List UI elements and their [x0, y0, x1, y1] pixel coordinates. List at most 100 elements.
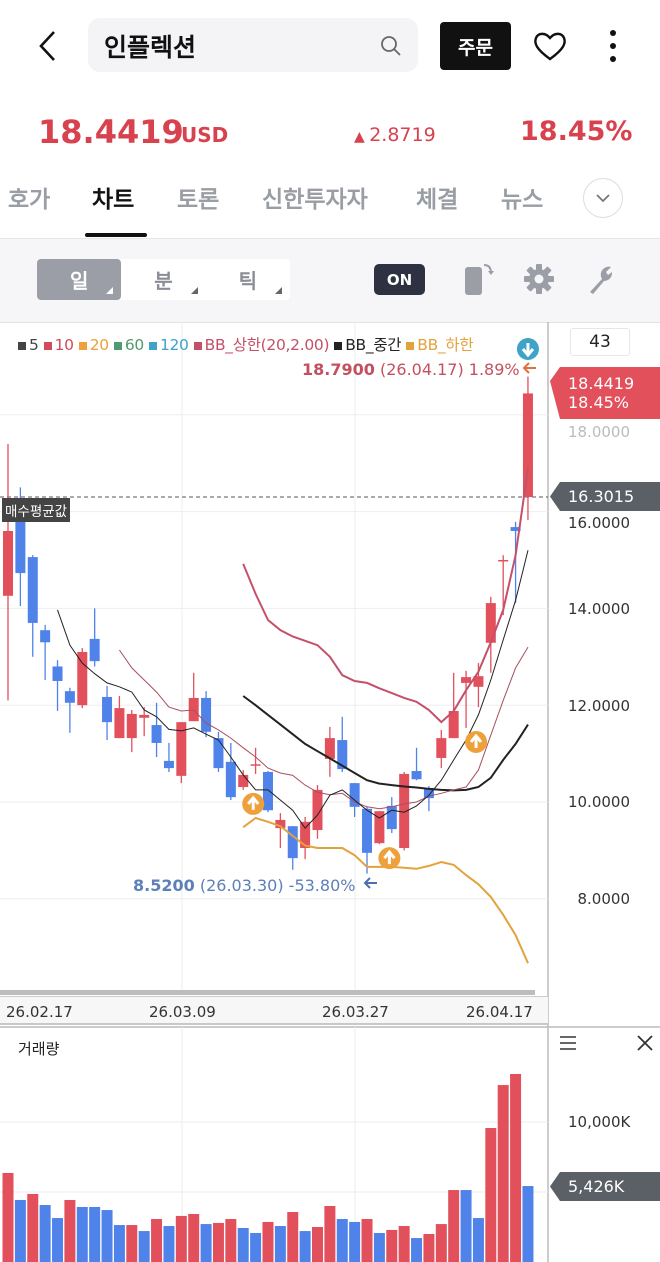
- volume-bar: [212, 1222, 224, 1262]
- legend-swatch: [148, 341, 157, 350]
- legend-swatch: [406, 341, 415, 350]
- volume-bar: [423, 1234, 435, 1262]
- candle: [399, 773, 410, 848]
- period-day-label: 일: [69, 269, 89, 293]
- more-tabs-button[interactable]: [583, 178, 623, 218]
- heart-icon[interactable]: [532, 30, 568, 62]
- chart-toolbar: 일 분 틱 ON: [0, 238, 660, 322]
- high-arrow-icon: [522, 362, 536, 374]
- price-change-value: 2.8719: [369, 124, 436, 146]
- candle-count-input[interactable]: 43: [570, 328, 630, 356]
- volume-bar: [237, 1227, 249, 1262]
- price-change: ▲ 2.8719: [354, 124, 436, 146]
- candle: [436, 738, 447, 758]
- menu-icon[interactable]: [559, 1035, 577, 1051]
- high-annotation: 18.7900 (26.04.17) 1.89%: [302, 360, 520, 379]
- volume-bar: [299, 1231, 311, 1262]
- volume-bar: [497, 1085, 509, 1262]
- candle: [77, 651, 88, 706]
- y-tick: 8.0000: [577, 890, 631, 908]
- legend-swatch: [334, 341, 343, 350]
- ma5-line: [57, 550, 529, 829]
- tab-discussion[interactable]: 토론: [177, 187, 220, 213]
- period-tick[interactable]: 틱: [206, 259, 290, 300]
- volume-bar: [349, 1221, 361, 1262]
- candle: [337, 740, 348, 770]
- candle: [163, 760, 174, 769]
- bb-mid-line: [242, 695, 529, 792]
- period-day[interactable]: 일: [37, 259, 122, 300]
- x-tick: 26.03.09: [149, 1003, 216, 1021]
- order-button[interactable]: 주문: [440, 22, 511, 70]
- high-value: 18.7900: [302, 360, 375, 379]
- candle: [139, 714, 150, 718]
- volume-bar: [27, 1193, 39, 1262]
- chart-scrollbar[interactable]: [0, 990, 535, 995]
- y-tick: 16.0000: [567, 514, 630, 532]
- tab-orderbook[interactable]: 호가: [8, 187, 51, 213]
- tab-investors[interactable]: 신한투자자: [262, 187, 368, 213]
- volume-axis-label: 10,000K: [568, 1113, 631, 1131]
- x-tick: 26.03.27: [322, 1003, 389, 1021]
- more-vertical-icon[interactable]: [606, 28, 620, 64]
- candle: [498, 560, 509, 562]
- tab-chart[interactable]: 차트: [92, 187, 135, 213]
- volume-bar: [64, 1199, 76, 1262]
- current-tag-price: 18.4419: [568, 374, 635, 393]
- period-selector: 일 분 틱: [37, 259, 290, 300]
- tab-trades[interactable]: 체결: [416, 187, 459, 213]
- legend-item: BB_중간: [334, 336, 406, 354]
- rotate-screen-icon[interactable]: [462, 261, 498, 297]
- on-toggle[interactable]: ON: [374, 264, 425, 295]
- arrow-up-icon: [383, 849, 396, 865]
- current-price: 18.4419: [38, 113, 184, 151]
- candle: [102, 696, 113, 723]
- volume-bar: [101, 1210, 113, 1262]
- volume-bar: [126, 1225, 138, 1262]
- candle: [213, 738, 224, 769]
- wrench-icon[interactable]: [584, 263, 616, 295]
- legend-item: BB_하한: [406, 336, 478, 354]
- volume-bar: [386, 1229, 398, 1262]
- currency: USD: [181, 123, 229, 147]
- candle: [349, 783, 360, 807]
- legend-item: 60: [113, 336, 149, 354]
- volume-bar: [188, 1213, 200, 1262]
- volume-bar: [460, 1190, 472, 1262]
- y-tick: 10.0000: [567, 793, 630, 811]
- close-icon[interactable]: [636, 1034, 654, 1052]
- price-chart[interactable]: [0, 322, 660, 1262]
- volume-bar: [113, 1225, 125, 1262]
- legend-item: 20: [78, 336, 114, 354]
- search-input[interactable]: 인플렉션: [88, 18, 418, 72]
- low-value: 8.5200: [133, 876, 195, 895]
- volume-bar: [398, 1226, 410, 1262]
- period-minute[interactable]: 분: [121, 259, 205, 300]
- volume-bar: [411, 1238, 423, 1262]
- avg-price-label: 매수평균값: [2, 498, 71, 522]
- volume-bar: [163, 1226, 175, 1262]
- volume-bar: [151, 1219, 163, 1262]
- candle: [374, 811, 385, 844]
- y-tick: 12.0000: [567, 697, 630, 715]
- legend-label: BB_중간: [345, 336, 402, 354]
- volume-bar: [175, 1215, 187, 1262]
- low-detail: (26.03.30) -53.80%: [199, 876, 356, 895]
- current-tag-pct: 18.45%: [568, 393, 630, 412]
- search-icon[interactable]: [379, 34, 403, 58]
- avg-price-tag: 16.3015: [550, 482, 660, 511]
- low-annotation: 8.5200 (26.03.30) -53.80%: [133, 876, 355, 895]
- x-tick: 26.04.17: [466, 1003, 533, 1021]
- candle: [250, 764, 261, 766]
- legend-item: BB_상한(20,2.00): [193, 336, 335, 354]
- legend-item: 120: [148, 336, 194, 354]
- legend-swatch: [113, 341, 122, 350]
- tab-news[interactable]: 뉴스: [501, 187, 544, 213]
- candle: [423, 787, 434, 799]
- back-button[interactable]: [34, 28, 62, 64]
- legend-label: 5: [29, 336, 39, 354]
- arrow-up-icon: [247, 795, 260, 810]
- gear-icon[interactable]: [523, 263, 555, 295]
- candle: [238, 774, 249, 787]
- candle: [262, 771, 273, 811]
